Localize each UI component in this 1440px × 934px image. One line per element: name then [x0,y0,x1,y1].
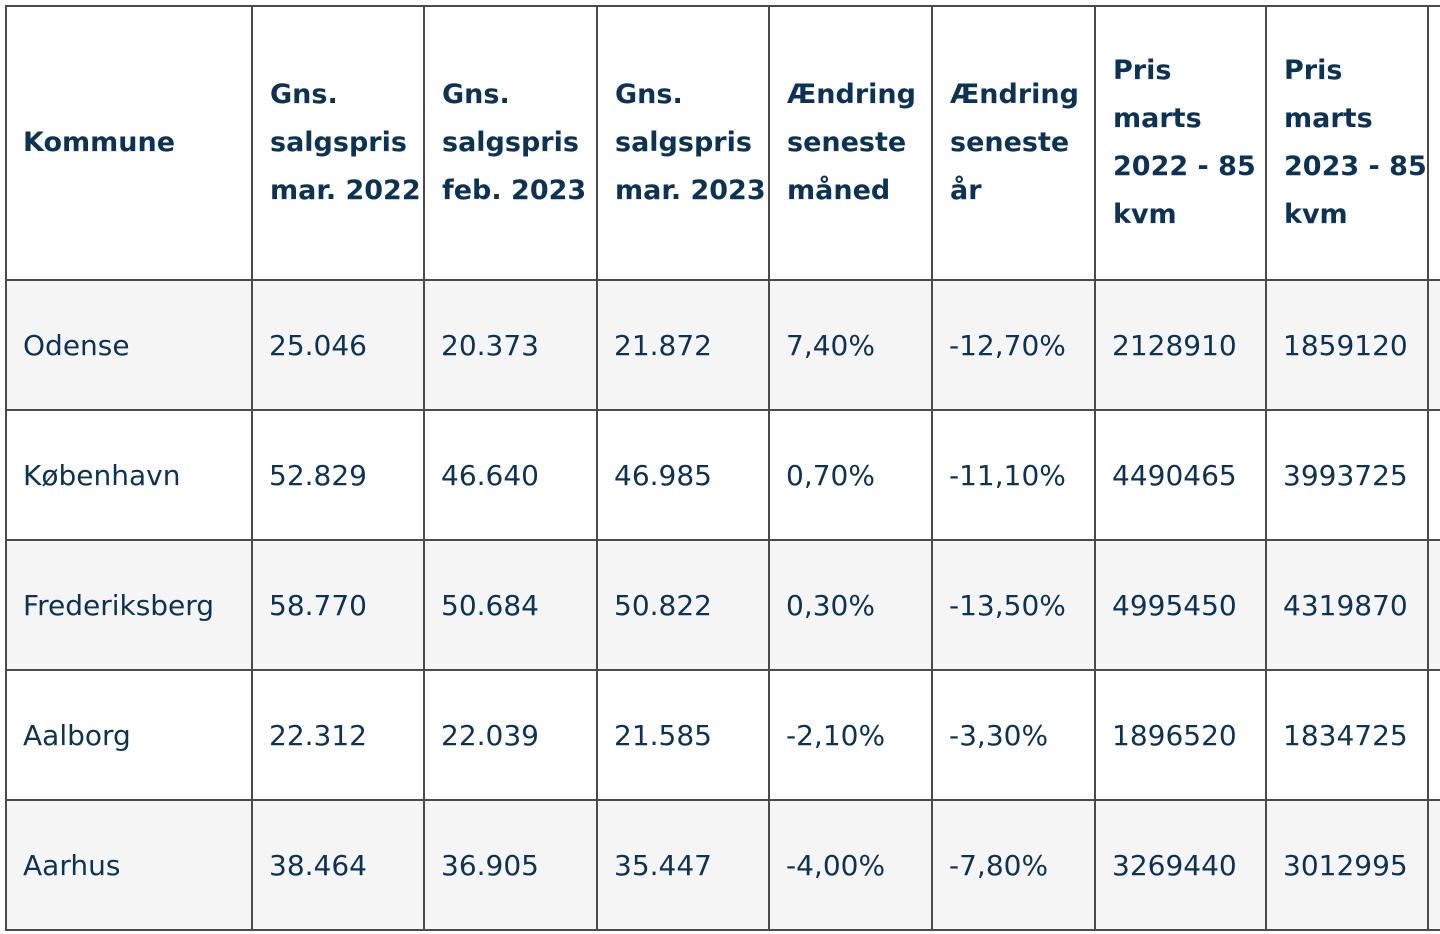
price-table: Kommune Gns. salgspris mar. 2022 Gns. sa… [5,5,1440,931]
header-row: Kommune Gns. salgspris mar. 2022 Gns. sa… [5,5,1440,281]
cell-overflow [1427,409,1440,541]
header-kommune: Kommune [5,5,253,281]
cell-price-2022-85kvm: 2128910 [1094,279,1267,411]
cell-price-2023-85kvm: 4319870 [1265,539,1429,671]
header-price-2022-85kvm: Pris marts 2022 - 85 kvm [1094,5,1267,281]
cell-overflow [1427,279,1440,411]
table-row: Aarhus 38.464 36.905 35.447 -4,00% -7,80… [5,799,1440,931]
cell-price-2022-85kvm: 3269440 [1094,799,1267,931]
header-price-feb-2023: Gns. salgspris feb. 2023 [423,5,598,281]
cell-kommune: Aalborg [5,669,253,801]
cell-price-mar-2023: 46.985 [596,409,770,541]
cell-kommune: Aarhus [5,799,253,931]
cell-price-2023-85kvm: 3012995 [1265,799,1429,931]
cell-price-feb-2023: 36.905 [423,799,598,931]
cell-change-year: -12,70% [931,279,1096,411]
cell-price-2022-85kvm: 4995450 [1094,539,1267,671]
cell-price-mar-2022: 58.770 [251,539,425,671]
header-change-year: Ændring seneste år [931,5,1096,281]
cell-kommune: Frederiksberg [5,539,253,671]
cell-overflow [1427,669,1440,801]
cell-price-feb-2023: 50.684 [423,539,598,671]
cell-price-mar-2023: 21.872 [596,279,770,411]
cell-price-mar-2022: 38.464 [251,799,425,931]
table-row: København 52.829 46.640 46.985 0,70% -11… [5,409,1440,541]
table-row: Frederiksberg 58.770 50.684 50.822 0,30%… [5,539,1440,671]
price-table-wrapper: Kommune Gns. salgspris mar. 2022 Gns. sa… [5,5,1440,931]
cell-price-mar-2023: 35.447 [596,799,770,931]
cell-change-year: -3,30% [931,669,1096,801]
cell-kommune: Odense [5,279,253,411]
cell-change-year: -7,80% [931,799,1096,931]
cell-price-mar-2023: 50.822 [596,539,770,671]
cell-change-year: -11,10% [931,409,1096,541]
cell-price-2023-85kvm: 1834725 [1265,669,1429,801]
cell-change-year: -13,50% [931,539,1096,671]
cell-price-mar-2022: 52.829 [251,409,425,541]
table-row: Aalborg 22.312 22.039 21.585 -2,10% -3,3… [5,669,1440,801]
cell-price-feb-2023: 20.373 [423,279,598,411]
cell-change-month: 7,40% [768,279,933,411]
table-body: Odense 25.046 20.373 21.872 7,40% -12,70… [5,279,1440,931]
cell-price-mar-2022: 22.312 [251,669,425,801]
header-price-mar-2022: Gns. salgspris mar. 2022 [251,5,425,281]
cell-change-month: -4,00% [768,799,933,931]
header-price-mar-2023: Gns. salgspris mar. 2023 [596,5,770,281]
cell-change-month: -2,10% [768,669,933,801]
cell-price-feb-2023: 46.640 [423,409,598,541]
cell-price-mar-2023: 21.585 [596,669,770,801]
header-change-month: Ændring seneste måned [768,5,933,281]
header-overflow-column [1427,5,1440,281]
cell-price-2022-85kvm: 4490465 [1094,409,1267,541]
cell-overflow [1427,539,1440,671]
cell-price-2023-85kvm: 3993725 [1265,409,1429,541]
cell-price-mar-2022: 25.046 [251,279,425,411]
cell-kommune: København [5,409,253,541]
cell-price-2022-85kvm: 1896520 [1094,669,1267,801]
cell-price-2023-85kvm: 1859120 [1265,279,1429,411]
cell-price-feb-2023: 22.039 [423,669,598,801]
cell-change-month: 0,70% [768,409,933,541]
cell-change-month: 0,30% [768,539,933,671]
cell-overflow [1427,799,1440,931]
header-price-2023-85kvm: Pris marts 2023 - 85 kvm [1265,5,1429,281]
table-header: Kommune Gns. salgspris mar. 2022 Gns. sa… [5,5,1440,281]
table-row: Odense 25.046 20.373 21.872 7,40% -12,70… [5,279,1440,411]
